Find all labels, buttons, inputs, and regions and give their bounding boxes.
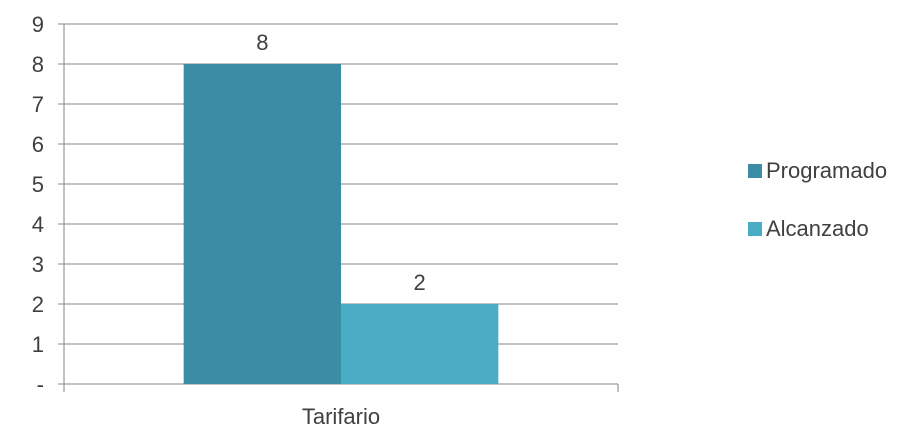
legend-item-programado: Programado [748, 158, 887, 184]
y-tick-label: 9 [32, 12, 44, 37]
data-label-programado: 8 [256, 30, 268, 55]
y-tick-label: 6 [32, 132, 44, 157]
y-tick-label: 1 [32, 332, 44, 357]
y-tick-label: 5 [32, 172, 44, 197]
legend: Programado Alcanzado [748, 158, 887, 274]
x-tick-label: Tarifario [302, 404, 380, 426]
y-tick-label: 2 [32, 292, 44, 317]
y-tick-label: 4 [32, 212, 44, 237]
y-tick-label: 7 [32, 92, 44, 117]
y-tick-label: 3 [32, 252, 44, 277]
data-label-alcanzado: 2 [414, 270, 426, 295]
y-tick-label: - [37, 372, 44, 397]
y-tick-label: 8 [32, 52, 44, 77]
bar-alcanzado [341, 304, 499, 384]
legend-item-alcanzado: Alcanzado [748, 216, 887, 242]
legend-swatch-programado [748, 164, 762, 178]
legend-swatch-alcanzado [748, 222, 762, 236]
bar-programado [183, 64, 341, 384]
legend-label-programado: Programado [766, 158, 888, 183]
legend-label-alcanzado: Alcanzado [766, 216, 869, 241]
